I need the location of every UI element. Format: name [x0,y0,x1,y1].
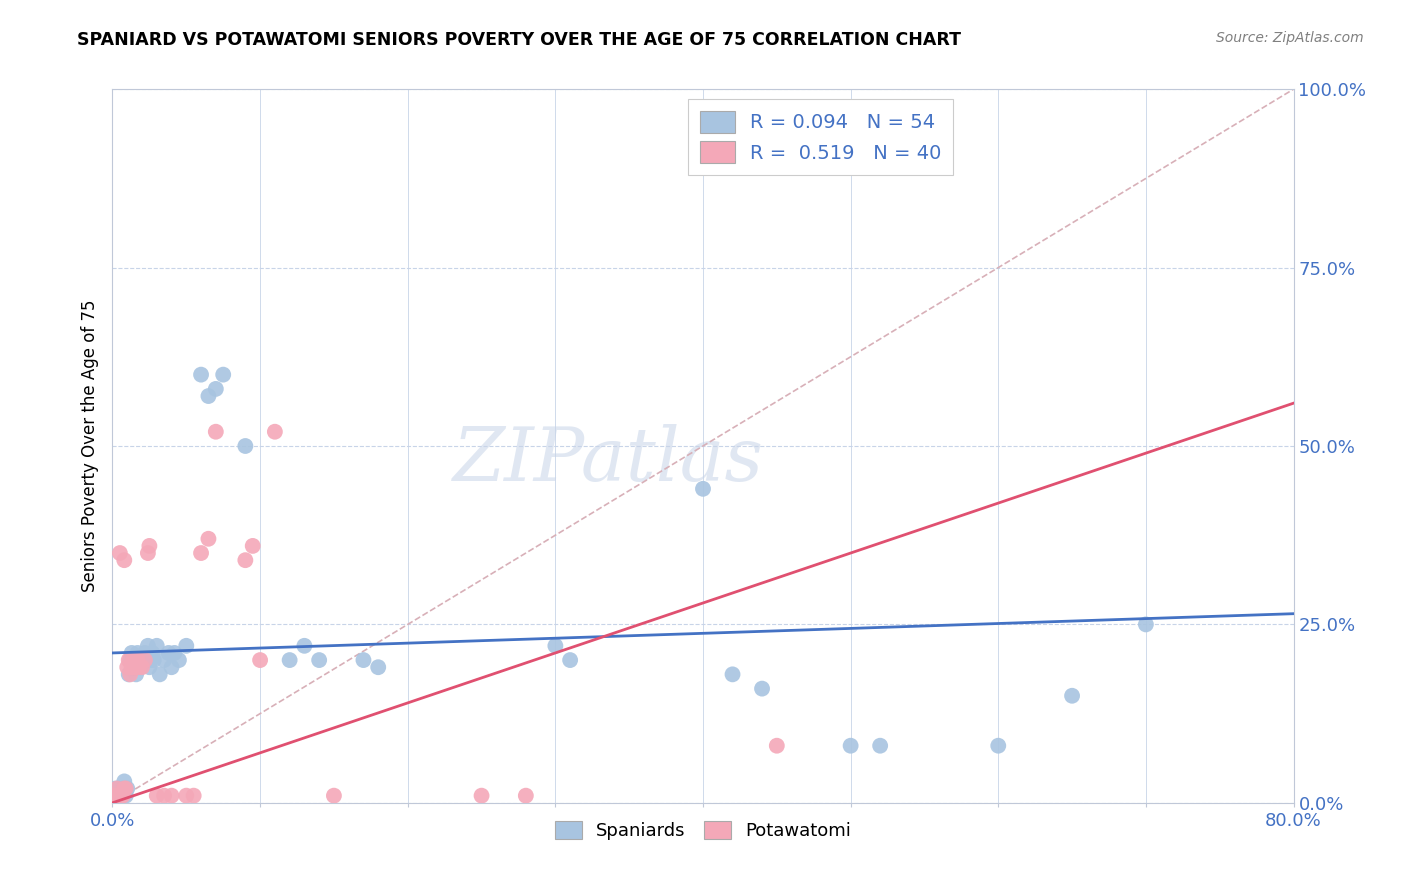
Point [167,653,190,667]
Point [308,653,330,667]
Point [153,653,176,667]
Point [721,667,744,681]
Point [264,425,287,439]
Point [205,382,228,396]
Point [136,639,159,653]
Point [470,789,494,803]
Point [233,553,256,567]
Point [138,660,160,674]
Point [105,781,128,796]
Point [114,781,136,796]
Point [134,646,156,660]
Point [103,789,125,803]
Point [558,653,582,667]
Point [128,653,150,667]
Point [112,781,135,796]
Point [157,646,180,660]
Point [124,660,146,674]
Point [766,739,789,753]
Point [163,646,186,660]
Point [120,667,142,681]
Point [112,553,135,567]
Text: ZIPatlas: ZIPatlas [453,424,763,497]
Point [153,789,176,803]
Point [120,653,142,667]
Point [278,653,301,667]
Legend: Spaniards, Potawatomi: Spaniards, Potawatomi [547,814,859,847]
Point [107,789,129,803]
Point [118,667,141,681]
Point [117,660,138,674]
Point [122,653,145,667]
Point [160,789,183,803]
Point [233,439,256,453]
Point [108,546,131,560]
Point [751,681,773,696]
Point [121,646,143,660]
Point [103,789,125,803]
Point [987,739,1010,753]
Point [242,539,264,553]
Point [197,532,219,546]
Point [141,646,163,660]
Point [249,653,271,667]
Point [125,653,148,667]
Point [1062,689,1084,703]
Point [212,368,235,382]
Point [352,653,374,667]
Point [111,789,134,803]
Point [110,789,132,803]
Y-axis label: Seniors Poverty Over the Age of 75: Seniors Poverty Over the Age of 75 [80,300,98,592]
Point [869,739,891,753]
Point [112,774,135,789]
Text: SPANIARD VS POTAWATOMI SENIORS POVERTY OVER THE AGE OF 75 CORRELATION CHART: SPANIARD VS POTAWATOMI SENIORS POVERTY O… [77,31,962,49]
Point [128,660,150,674]
Point [108,789,131,803]
Point [515,789,537,803]
Point [134,653,156,667]
Point [174,639,197,653]
Point [367,660,389,674]
Point [124,653,146,667]
Point [160,660,183,674]
Point [121,660,143,674]
Point [544,639,567,653]
Point [117,781,138,796]
Point [114,789,136,803]
Point [131,653,153,667]
Point [205,425,228,439]
Text: Source: ZipAtlas.com: Source: ZipAtlas.com [1216,31,1364,45]
Point [190,546,212,560]
Point [125,667,148,681]
Point [136,546,159,560]
Point [104,789,127,803]
Point [105,789,128,803]
Point [138,539,160,553]
Point [127,646,149,660]
Point [111,781,134,796]
Point [190,368,212,382]
Point [839,739,862,753]
Point [323,789,346,803]
Point [142,653,165,667]
Point [129,660,152,674]
Point [174,789,197,803]
Point [127,653,149,667]
Point [146,639,169,653]
Point [183,789,205,803]
Point [692,482,714,496]
Point [197,389,219,403]
Point [110,789,132,803]
Point [146,789,169,803]
Point [149,667,172,681]
Point [292,639,315,653]
Point [107,781,129,796]
Point [139,653,162,667]
Point [131,660,153,674]
Point [104,781,127,796]
Point [122,660,145,674]
Point [118,653,141,667]
Point [1135,617,1157,632]
Point [108,789,131,803]
